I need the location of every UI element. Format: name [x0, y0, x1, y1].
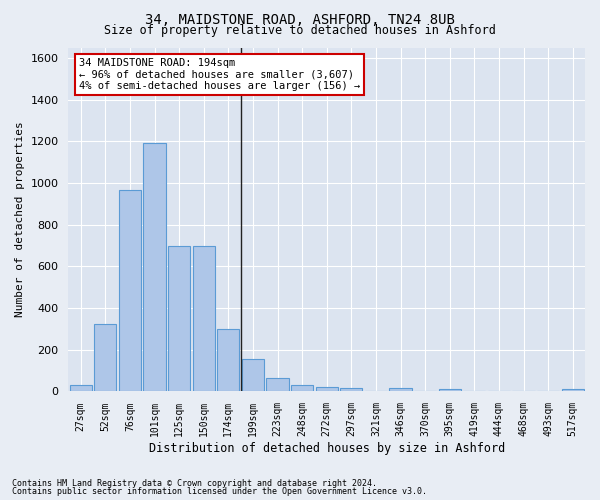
Bar	[389, 388, 412, 392]
Bar	[94, 324, 116, 392]
Bar	[119, 190, 141, 392]
Y-axis label: Number of detached properties: Number of detached properties	[15, 122, 25, 318]
Bar	[439, 390, 461, 392]
Bar	[168, 246, 190, 392]
Text: 34, MAIDSTONE ROAD, ASHFORD, TN24 8UB: 34, MAIDSTONE ROAD, ASHFORD, TN24 8UB	[145, 12, 455, 26]
Bar	[340, 388, 362, 392]
Bar	[193, 246, 215, 392]
Text: Contains HM Land Registry data © Crown copyright and database right 2024.: Contains HM Land Registry data © Crown c…	[12, 478, 377, 488]
Text: Size of property relative to detached houses in Ashford: Size of property relative to detached ho…	[104, 24, 496, 37]
Text: Contains public sector information licensed under the Open Government Licence v3: Contains public sector information licen…	[12, 487, 427, 496]
Bar	[291, 385, 313, 392]
Bar	[143, 144, 166, 392]
Bar	[316, 388, 338, 392]
X-axis label: Distribution of detached houses by size in Ashford: Distribution of detached houses by size …	[149, 442, 505, 455]
Bar	[266, 378, 289, 392]
Bar	[217, 329, 239, 392]
Text: 34 MAIDSTONE ROAD: 194sqm
← 96% of detached houses are smaller (3,607)
4% of sem: 34 MAIDSTONE ROAD: 194sqm ← 96% of detac…	[79, 58, 360, 91]
Bar	[242, 359, 264, 392]
Bar	[70, 385, 92, 392]
Bar	[562, 390, 584, 392]
